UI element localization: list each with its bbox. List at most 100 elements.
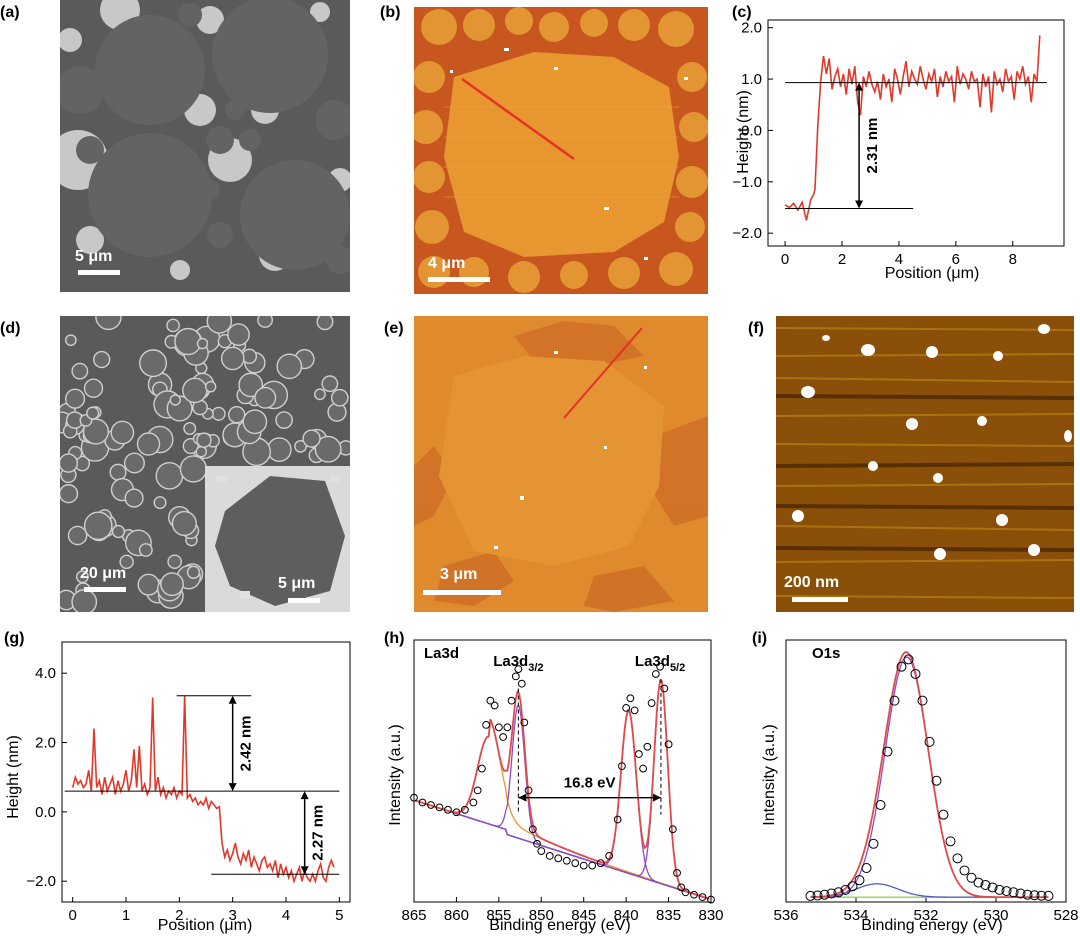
g-x-tick-label: 1 bbox=[122, 907, 130, 924]
i-data-point bbox=[805, 890, 816, 901]
h-data-point bbox=[554, 854, 563, 863]
i-data-point bbox=[826, 888, 837, 899]
h-data-point bbox=[517, 679, 526, 688]
h-x-tick-label: 865 bbox=[401, 907, 426, 924]
h-data-point bbox=[545, 852, 554, 860]
sem-image-d bbox=[60, 316, 350, 612]
h-data-point bbox=[651, 670, 660, 678]
h-data-point bbox=[690, 890, 698, 899]
h-data-point bbox=[647, 699, 656, 707]
c-height-annotation: 2.31 nm bbox=[864, 118, 881, 174]
i-data-point bbox=[938, 809, 949, 820]
g-y-tick-label: −2.0 bbox=[26, 873, 56, 890]
profile-chart-c: Height (nm) Position (μm) 0 2 4 6 8 −2.0 −1.0 0… bbox=[732, 19, 1065, 282]
x-axis-label-c: Position (μm) bbox=[885, 265, 980, 282]
h-data-point bbox=[562, 856, 571, 865]
c-x-tick-label: 4 bbox=[895, 251, 903, 268]
x-axis-label-i: Binding energy (eV) bbox=[861, 917, 1002, 934]
scale-bar-f bbox=[792, 597, 848, 602]
h-data-point bbox=[588, 861, 597, 870]
h-data-point bbox=[477, 764, 486, 773]
i-data-point bbox=[868, 838, 879, 849]
h-data-point bbox=[494, 723, 503, 732]
h-x-tick-label: 830 bbox=[698, 907, 723, 924]
c-y-tick-label: −1.0 bbox=[732, 174, 762, 191]
g-x-tick-label: 0 bbox=[68, 907, 76, 924]
chart-title-i: O1s bbox=[812, 645, 840, 662]
y-axis-label-c: Height (nm) bbox=[735, 90, 752, 174]
h-data-point bbox=[452, 808, 461, 817]
h-data-point bbox=[626, 694, 635, 703]
scale-bar-d-inset bbox=[288, 598, 320, 603]
g-upper-height-annotation: 2.42 nm bbox=[238, 715, 255, 771]
scale-bar-d-main bbox=[84, 587, 126, 592]
i-main-component bbox=[810, 656, 1049, 898]
i-data-point bbox=[1001, 886, 1012, 897]
sem-image-a bbox=[60, 0, 350, 292]
h-data-point bbox=[537, 847, 546, 855]
h-x-tick-label: 850 bbox=[529, 907, 554, 924]
i-data-point bbox=[924, 736, 935, 747]
c-arrow-head-down bbox=[855, 200, 864, 209]
i-fit-envelope bbox=[810, 651, 1049, 899]
i-data-point bbox=[854, 875, 865, 886]
y-axis-label-i: Intensity (a.u.) bbox=[761, 724, 778, 825]
h-data-point bbox=[482, 721, 491, 729]
i-x-tick-label: 532 bbox=[913, 907, 938, 924]
i-plot-frame bbox=[785, 639, 1067, 903]
panel-label-e: (e) bbox=[384, 320, 404, 337]
h-data-point bbox=[664, 740, 673, 749]
h-data-point bbox=[533, 839, 541, 848]
panel-label-c: (c) bbox=[732, 4, 752, 21]
i-data-point bbox=[1036, 890, 1047, 901]
i-data-point bbox=[1043, 890, 1054, 901]
panel-label-b: (b) bbox=[380, 4, 401, 21]
c-y-tick-label: −2.0 bbox=[732, 225, 762, 242]
h-data-point bbox=[630, 706, 639, 715]
x-axis-label-h: Binding energy (eV) bbox=[489, 917, 630, 934]
i-data-point bbox=[903, 654, 914, 665]
h-data-point bbox=[511, 672, 520, 681]
h-plot-frame bbox=[413, 639, 712, 903]
y-axis-label-g: Height (nm) bbox=[5, 735, 22, 819]
c-x-tick-label: 2 bbox=[838, 251, 846, 268]
h-data-point bbox=[681, 888, 690, 897]
afm-image-e-graphic bbox=[414, 316, 708, 612]
i-data-point bbox=[966, 872, 977, 883]
h-data-point bbox=[469, 798, 478, 807]
xps-chart-i: Intensity (a.u.) Binding energy (eV) O1s… bbox=[761, 639, 1078, 934]
h-data-point bbox=[444, 805, 452, 814]
i-x-tick-label: 534 bbox=[843, 907, 868, 924]
h-splitting-arrow-head-right bbox=[652, 793, 661, 802]
c-y-tick-label: 1.0 bbox=[741, 71, 762, 88]
x-axis-label-g: Position (μm) bbox=[158, 917, 253, 934]
h-data-point bbox=[673, 868, 681, 877]
g-lower-arrow-head-up bbox=[300, 791, 309, 800]
h-data-point bbox=[656, 662, 664, 671]
c-y-tick-label: 0.0 bbox=[741, 122, 762, 139]
afm-image-f bbox=[776, 316, 1074, 612]
i-data-point bbox=[1022, 889, 1033, 900]
g-lower-arrow-head-down bbox=[300, 866, 309, 875]
panel-label-a: (a) bbox=[0, 4, 20, 21]
h-data-point bbox=[605, 852, 614, 860]
y-axis-label-h: Intensity (a.u.) bbox=[387, 724, 404, 825]
h-data-point bbox=[427, 801, 435, 809]
g-profile-line bbox=[71, 695, 335, 884]
i-data-point bbox=[994, 884, 1005, 895]
h-splitting-arrow-head-left bbox=[518, 793, 527, 802]
scale-bar-label-a: 5 μm bbox=[75, 248, 113, 265]
h-data-point bbox=[707, 895, 715, 904]
h-satellite-peak-5-2 bbox=[413, 710, 710, 900]
i-data-point bbox=[1008, 887, 1019, 898]
g-upper-arrow-head-down bbox=[228, 783, 237, 792]
g-plot-frame bbox=[61, 641, 351, 903]
h-x-tick-label: 855 bbox=[486, 907, 511, 924]
h-data-point bbox=[677, 883, 686, 892]
h-data-point bbox=[514, 665, 523, 674]
sem-image-d-graphic bbox=[60, 316, 350, 612]
g-upper-arrow-head-up bbox=[228, 695, 237, 704]
h-data-point bbox=[473, 786, 482, 795]
profile-line-b bbox=[461, 77, 575, 161]
g-y-tick-label: 2.0 bbox=[35, 735, 56, 752]
